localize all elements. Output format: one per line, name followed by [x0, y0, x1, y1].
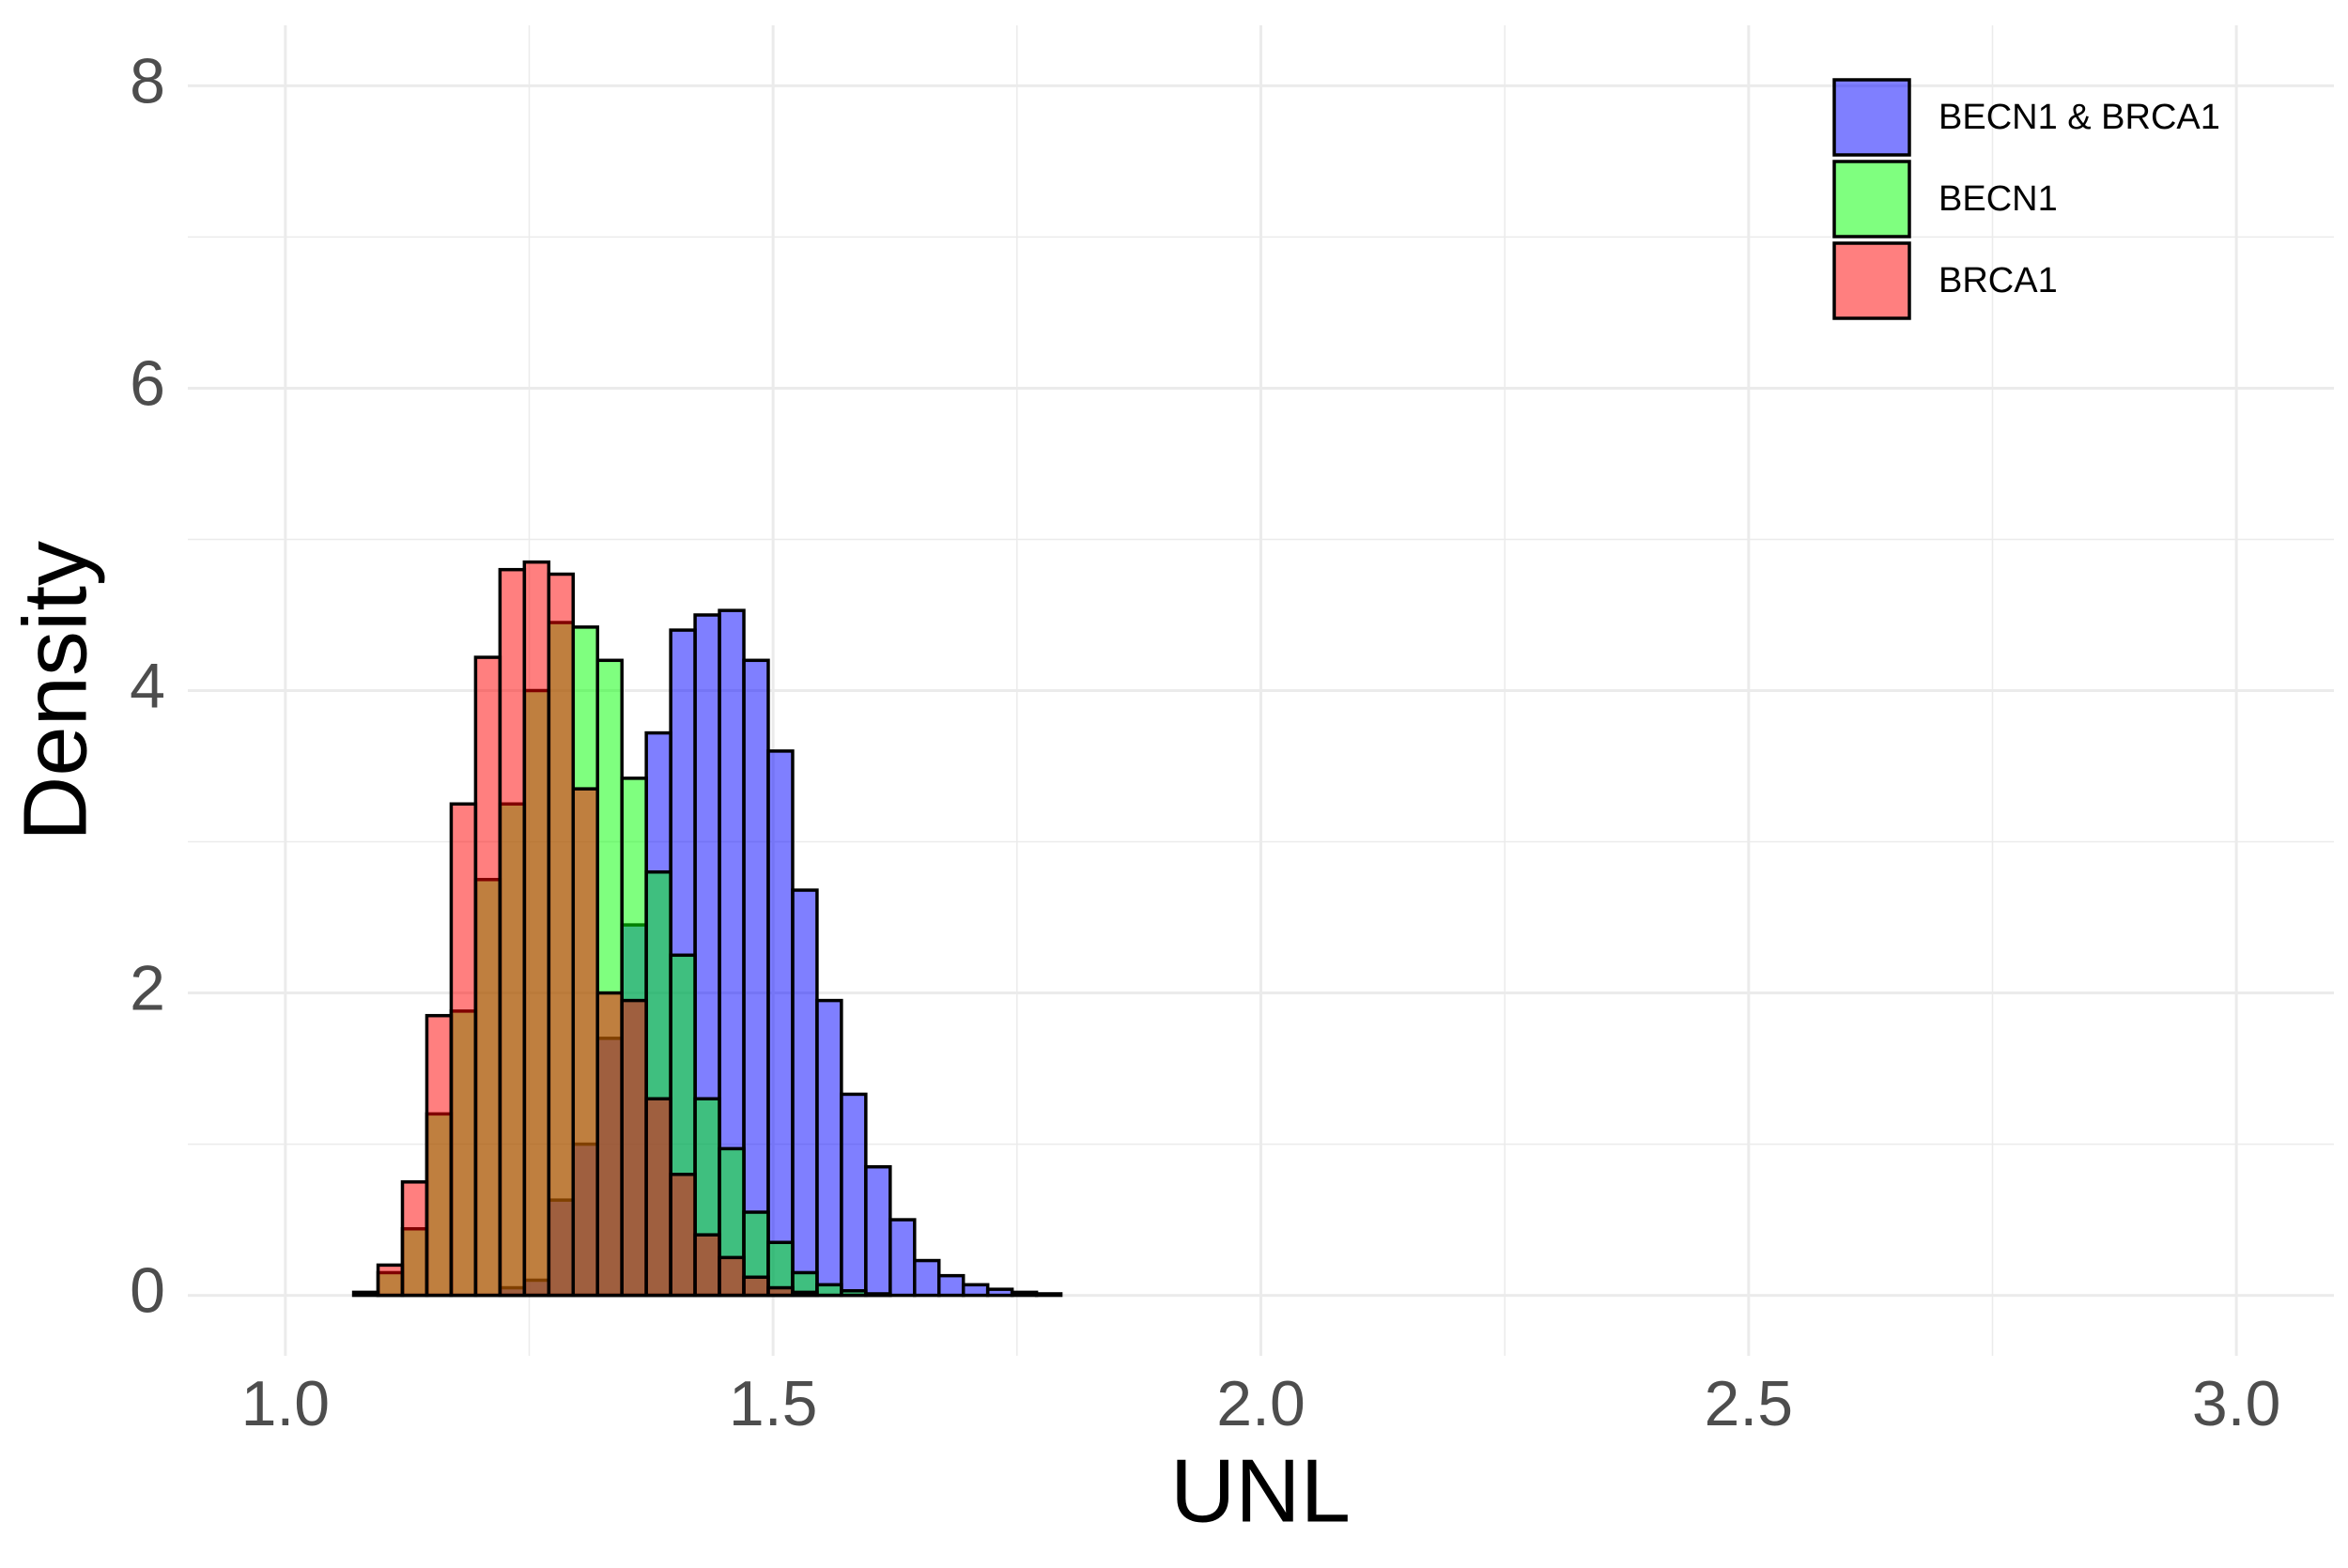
bar — [937, 1273, 965, 1298]
bar — [718, 1255, 746, 1298]
bars — [351, 560, 1063, 1298]
x-axis-title: UNL — [1170, 1440, 1351, 1541]
bar — [522, 560, 551, 1298]
bar — [400, 1180, 429, 1298]
y-tick-label: 4 — [130, 650, 165, 721]
bar — [669, 1173, 697, 1298]
bar — [791, 1290, 819, 1298]
bar — [742, 658, 770, 1298]
legend-swatch — [1832, 78, 1911, 157]
bar — [449, 802, 478, 1298]
bar — [888, 1218, 917, 1298]
bar — [1010, 1290, 1039, 1298]
legend-label: BRCA1 — [1939, 261, 2058, 300]
bar — [644, 1097, 672, 1298]
bar — [473, 655, 502, 1298]
legend-label: BECN1 & BRCA1 — [1939, 98, 2220, 137]
bar — [766, 1285, 795, 1298]
bar — [693, 1233, 721, 1298]
bar — [864, 1292, 892, 1298]
y-tick-label: 2 — [130, 953, 165, 1024]
legend-swatch — [1832, 241, 1911, 320]
x-tick-label: 2.0 — [1216, 1368, 1305, 1439]
y-tick-label: 8 — [130, 45, 165, 116]
bar — [840, 1289, 868, 1298]
bar — [985, 1287, 1014, 1298]
bar — [815, 1283, 843, 1298]
bar — [742, 1275, 770, 1298]
bar — [815, 998, 843, 1298]
bar — [791, 888, 819, 1298]
y-tick-label: 6 — [130, 347, 165, 419]
labels: 1.0 1.5 2.0 2.5 3.0 0 2 4 6 8 — [130, 45, 2280, 1439]
x-tick-label: 1.5 — [729, 1368, 818, 1439]
bar — [351, 1290, 380, 1298]
x-tick-label: 1.0 — [241, 1368, 331, 1439]
x-tick-label: 2.5 — [1705, 1368, 1794, 1439]
bar — [913, 1258, 941, 1298]
legend: BECN1 & BRCA1 BECN1 BRCA1 — [1832, 78, 2220, 320]
y-axis-title: Density — [5, 541, 105, 841]
bar — [595, 991, 624, 1298]
bar — [620, 998, 648, 1298]
bar — [376, 1263, 405, 1298]
legend-swatch — [1832, 160, 1911, 238]
bar — [547, 572, 576, 1298]
bar — [961, 1283, 990, 1298]
bar — [766, 749, 795, 1298]
x-tick-label: 3.0 — [2192, 1368, 2281, 1439]
bar — [840, 1092, 868, 1298]
bar — [571, 787, 599, 1298]
bar — [864, 1164, 892, 1298]
bar — [425, 1013, 454, 1298]
bar — [498, 567, 527, 1298]
legend-label: BECN1 — [1939, 179, 2058, 219]
y-tick-label: 0 — [130, 1255, 165, 1327]
bar — [1034, 1292, 1063, 1298]
